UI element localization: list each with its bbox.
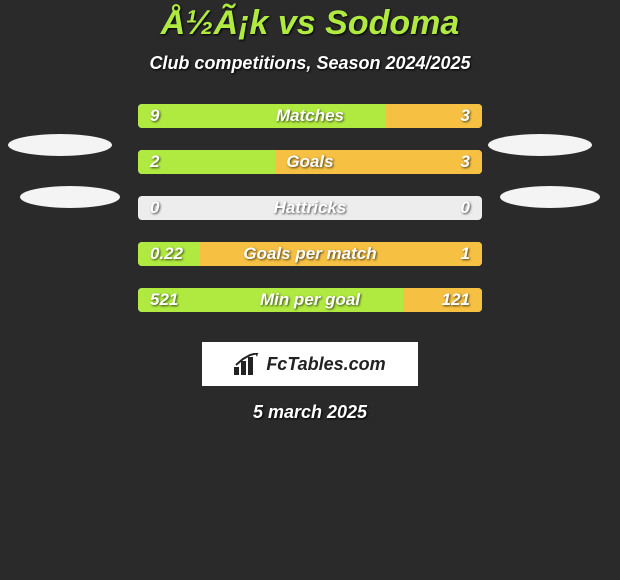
stat-row-right-value: 121	[442, 288, 470, 312]
deco-ellipse	[500, 186, 600, 208]
deco-ellipse	[20, 186, 120, 208]
fctables-banner[interactable]: FcTables.com	[202, 342, 418, 386]
bar-chart-icon	[234, 353, 262, 375]
date-label: 5 march 2025	[0, 402, 620, 423]
stat-row-left-value: 0.22	[150, 242, 183, 266]
stat-row: Goals2 3	[138, 150, 482, 174]
stat-row-label: Goals	[138, 150, 482, 174]
stat-row-left-value: 9	[150, 104, 159, 128]
stat-row-left-value: 2	[150, 150, 159, 174]
stat-row-left-value: 0	[150, 196, 159, 220]
stat-row-label: Hattricks	[138, 196, 482, 220]
stat-row: Goals per match0.22 1	[138, 242, 482, 266]
banner-text: FcTables.com	[266, 354, 385, 375]
page-title: Å½Ã¡k vs Sodoma	[0, 0, 620, 43]
stat-row-label: Min per goal	[138, 288, 482, 312]
stat-rows: Matches93Goals23Hattricks00Goals per mat…	[138, 104, 482, 312]
stat-row: Hattricks0 0	[138, 196, 482, 220]
stat-row-right-value: 1	[461, 242, 470, 266]
stat-row-right-value: 3	[461, 150, 470, 174]
page-subtitle: Club competitions, Season 2024/2025	[0, 53, 620, 74]
stat-row: Matches9 3	[138, 104, 482, 128]
deco-ellipse	[488, 134, 592, 156]
deco-ellipse	[8, 134, 112, 156]
stat-row: Min per goal521 121	[138, 288, 482, 312]
stat-row-label: Matches	[138, 104, 482, 128]
stat-row-left-value: 521	[150, 288, 178, 312]
stat-row-right-value: 3	[461, 104, 470, 128]
stat-row-right-value: 0	[461, 196, 470, 220]
stat-row-label: Goals per match	[138, 242, 482, 266]
comparison-board: Matches93Goals23Hattricks00Goals per mat…	[0, 104, 620, 312]
